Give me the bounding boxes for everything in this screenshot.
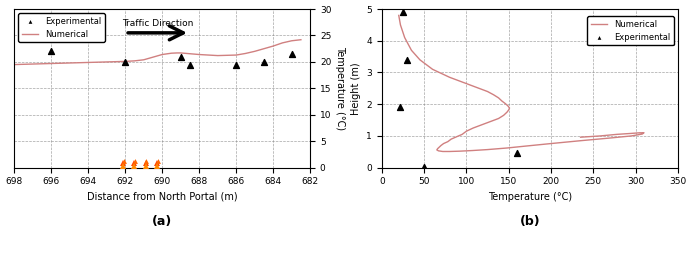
Text: (a): (a) [152, 215, 172, 228]
Numerical [416, 58, 424, 61]
Numerical [112, 60, 120, 63]
Line: Numerical: Numerical [14, 40, 301, 64]
Numerical [10, 63, 18, 66]
Numerical [143, 57, 152, 60]
Experimental [258, 60, 269, 64]
Numerical [232, 54, 240, 57]
Numerical [176, 51, 185, 54]
Numerical [154, 54, 163, 57]
Numerical [93, 61, 102, 64]
Numerical [140, 58, 148, 61]
Experimental [230, 62, 242, 67]
Numerical [435, 149, 443, 152]
Line: Numerical: Numerical [399, 15, 644, 152]
Numerical [102, 60, 111, 63]
Experimental [419, 165, 430, 169]
Experimental [395, 105, 406, 110]
Numerical [627, 132, 635, 135]
Numerical [214, 54, 222, 57]
Numerical [163, 52, 172, 55]
Y-axis label: Height (m): Height (m) [351, 62, 361, 115]
Numerical [576, 136, 585, 139]
Numerical [251, 50, 259, 53]
Numerical [167, 52, 176, 55]
Numerical [458, 133, 466, 136]
Numerical [75, 61, 83, 64]
Experimental [175, 55, 186, 59]
Legend: Numerical, Experimental: Numerical, Experimental [588, 16, 673, 45]
Numerical [56, 62, 64, 65]
Numerical [223, 54, 231, 57]
Experimental [511, 151, 522, 155]
Experimental [401, 58, 412, 62]
Experimental [120, 60, 131, 64]
Numerical [38, 62, 46, 65]
Numerical [195, 53, 203, 56]
Text: (b): (b) [520, 215, 540, 228]
Experimental [184, 62, 195, 67]
Numerical [19, 63, 28, 66]
Numerical [500, 114, 508, 117]
Numerical [84, 61, 92, 64]
Numerical [130, 59, 138, 62]
Experimental [397, 10, 408, 14]
X-axis label: Temperature (°C): Temperature (°C) [488, 192, 572, 202]
Legend: Experimental, Numerical: Experimental, Numerical [19, 13, 104, 42]
Numerical [287, 39, 295, 42]
Numerical [297, 38, 305, 41]
Experimental [46, 49, 57, 53]
Numerical [47, 62, 55, 65]
Numerical [28, 62, 37, 66]
Experimental [286, 52, 297, 56]
Numerical [204, 54, 212, 57]
Numerical [439, 150, 447, 153]
Text: Traffic Direction: Traffic Direction [122, 19, 193, 27]
Numerical [158, 53, 166, 56]
Numerical [185, 52, 194, 55]
Numerical [173, 51, 181, 54]
Y-axis label: Temperature (°C): Temperature (°C) [335, 46, 345, 131]
Numerical [394, 14, 403, 17]
X-axis label: Distance from North Portal (m): Distance from North Portal (m) [87, 192, 237, 202]
Numerical [121, 60, 129, 63]
Numerical [269, 45, 277, 48]
Numerical [149, 56, 157, 59]
Numerical [242, 52, 250, 55]
Numerical [66, 61, 74, 64]
Numerical [433, 147, 441, 150]
Numerical [260, 47, 268, 50]
Numerical [278, 41, 286, 45]
